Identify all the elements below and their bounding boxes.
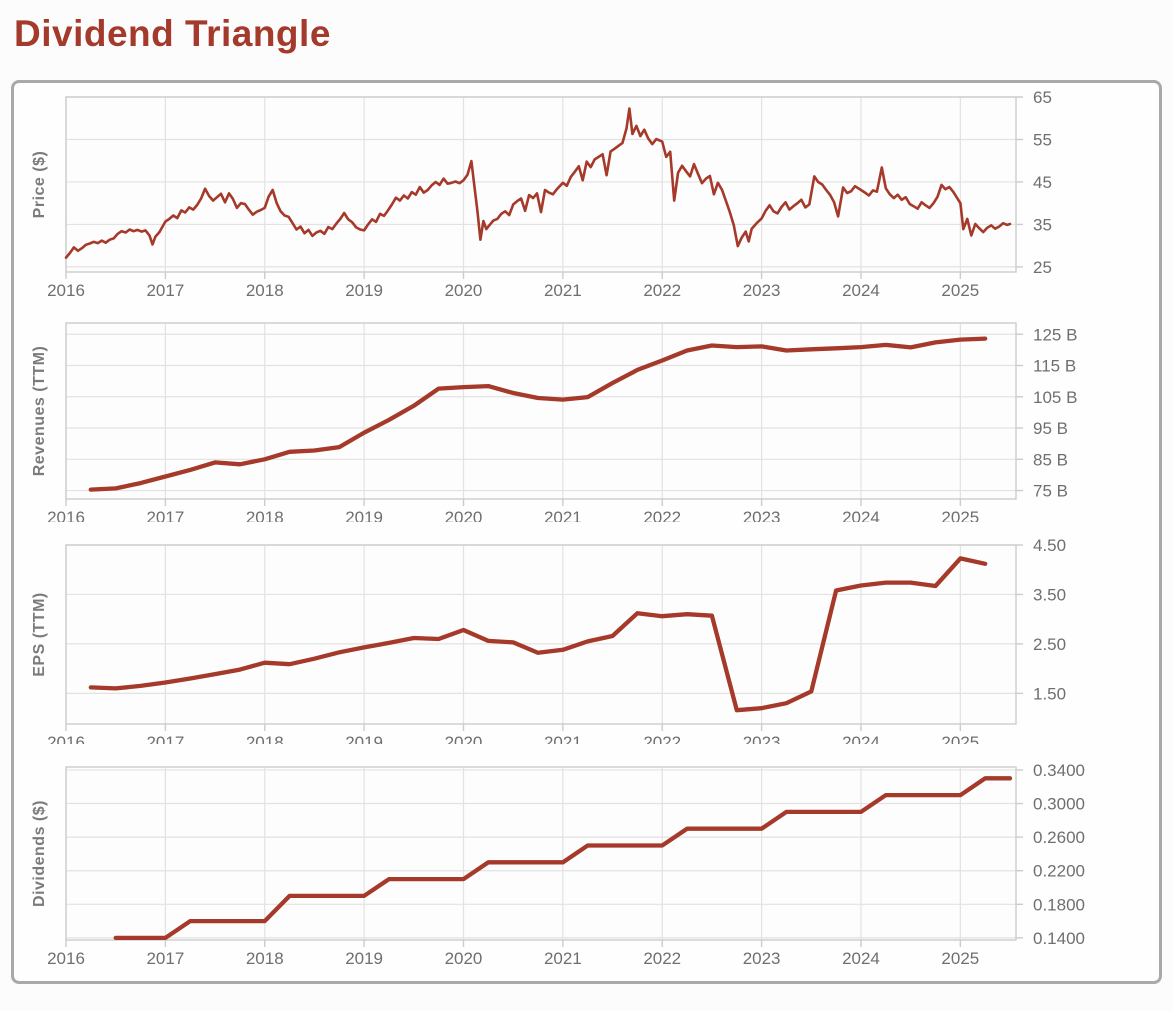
x-tick-label: 2023 — [743, 281, 781, 300]
dividends-chart: 2016 2017 2018 2019 2020 2021 2022 2023 2024 2025… — [31, 761, 1085, 968]
y-axis-title: Dividends ($) — [31, 800, 48, 907]
x-tick-label: 2021 — [544, 733, 582, 744]
y-tick-label: 115 B — [1033, 357, 1076, 376]
x-tick-label: 2016 — [47, 508, 85, 522]
y-axis-labels: 65 55 45 35 25 — [1033, 88, 1052, 277]
y-tick-label: 0.3000 — [1033, 795, 1085, 814]
plot-area — [66, 97, 1016, 272]
y-tick-label: 1.50 — [1033, 684, 1066, 703]
y-tick-label: 0.1400 — [1033, 929, 1085, 948]
x-tick-label: 2018 — [246, 281, 284, 300]
x-tick-label: 2022 — [643, 949, 681, 968]
y-tick-label: 85 B — [1033, 450, 1068, 469]
y-tick-label: 55 — [1033, 130, 1052, 149]
revenues-chart: 2016 2017 2018 2019 2020 2021 2022 2023 2024 2025… — [31, 322, 1077, 522]
y-tick-label: 0.2600 — [1033, 828, 1085, 847]
y-tick-label: 95 B — [1033, 419, 1068, 438]
x-tick-label: 2020 — [445, 508, 483, 522]
x-axis-labels: 2016 2017 2018 2019 2020 2021 2022 2023 2024 2025 — [47, 508, 979, 522]
eps-series-line — [88, 556, 988, 713]
y-tick-label: 125 B — [1033, 325, 1077, 344]
x-tick-label: 2016 — [47, 949, 85, 968]
x-tick-label: 2021 — [544, 508, 582, 522]
x-tick-label: 2024 — [842, 508, 880, 522]
x-tick-label: 2020 — [445, 949, 483, 968]
x-tick-label: 2017 — [146, 508, 184, 522]
price-series-line — [64, 107, 1012, 259]
x-tick-label: 2023 — [743, 733, 781, 744]
y-tick-label: 65 — [1033, 88, 1052, 107]
revenues-series-line — [88, 336, 988, 492]
y-axis-title: Revenues (TTM) — [31, 346, 48, 477]
y-tick-label: 0.2200 — [1033, 862, 1085, 881]
x-tick-label: 2024 — [842, 281, 880, 300]
plot-area — [66, 767, 1016, 940]
x-tick-label: 2022 — [643, 281, 681, 300]
x-tick-label: 2023 — [743, 508, 781, 522]
x-tick-label: 2017 — [146, 281, 184, 300]
gridlines — [65, 767, 1023, 947]
y-tick-label: 105 B — [1033, 388, 1077, 407]
y-tick-label: 35 — [1033, 215, 1052, 234]
x-tick-label: 2016 — [47, 281, 85, 300]
x-axis-labels: 2016 2017 2018 2019 2020 2021 2022 2023 2024 2025 — [47, 281, 979, 300]
x-axis-labels: 2016 2017 2018 2019 2020 2021 2022 2023 2024 2025 — [47, 733, 979, 744]
x-tick-label: 2018 — [246, 733, 284, 744]
x-tick-label: 2025 — [941, 281, 979, 300]
y-axis-labels: 0.3400 0.3000 0.2600 0.2200 0.1800 0.1400 — [1033, 761, 1085, 948]
y-tick-label: 0.3400 — [1033, 761, 1085, 780]
x-tick-label: 2019 — [345, 733, 383, 744]
y-tick-label: 25 — [1033, 258, 1052, 277]
x-tick-label: 2023 — [743, 949, 781, 968]
x-tick-label: 2018 — [246, 508, 284, 522]
y-tick-label: 2.50 — [1033, 635, 1066, 654]
x-tick-label: 2019 — [345, 281, 383, 300]
y-axis-title: EPS (TTM) — [31, 592, 48, 677]
x-tick-label: 2025 — [941, 733, 979, 744]
plot-area — [66, 323, 1016, 499]
x-tick-label: 2025 — [941, 949, 979, 968]
page-title: Dividend Triangle — [14, 13, 331, 54]
y-tick-label: 75 B — [1033, 482, 1068, 501]
y-tick-label: 4.50 — [1033, 536, 1066, 555]
plot-area — [66, 545, 1016, 724]
y-axis-labels: 4.50 3.50 2.50 1.50 — [1033, 536, 1066, 703]
price-chart: 2016 2017 2018 2019 2020 2021 2022 2023 2024 2025… — [31, 88, 1052, 300]
x-tick-label: 2020 — [445, 733, 483, 744]
y-tick-label: 45 — [1033, 173, 1052, 192]
y-tick-label: 0.1800 — [1033, 895, 1085, 914]
x-tick-label: 2016 — [47, 733, 85, 744]
x-tick-label: 2024 — [842, 949, 880, 968]
x-tick-label: 2017 — [146, 733, 184, 744]
x-tick-label: 2020 — [445, 281, 483, 300]
eps-chart: 2016 2017 2018 2019 2020 2021 2022 2023 2024 2025… — [31, 536, 1066, 744]
x-tick-label: 2022 — [643, 508, 681, 522]
x-tick-label: 2021 — [544, 949, 582, 968]
x-tick-label: 2021 — [544, 281, 582, 300]
x-tick-label: 2019 — [345, 508, 383, 522]
dividends-series-line — [113, 776, 1013, 941]
y-axis-title: Price ($) — [31, 151, 48, 219]
x-axis-labels: 2016 2017 2018 2019 2020 2021 2022 2023 2024 2025 — [47, 949, 979, 968]
x-tick-label: 2017 — [146, 949, 184, 968]
x-tick-label: 2019 — [345, 949, 383, 968]
y-tick-label: 3.50 — [1033, 585, 1066, 604]
x-tick-label: 2022 — [643, 733, 681, 744]
dividend-triangle-panel: 2016 2017 2018 2019 2020 2021 2022 2023 2024 2025… — [11, 80, 1162, 984]
x-tick-label: 2025 — [941, 508, 979, 522]
x-tick-label: 2018 — [246, 949, 284, 968]
x-tick-label: 2024 — [842, 733, 880, 744]
y-axis-labels: 125 B 115 B 105 B 95 B 85 B 75 B — [1033, 325, 1077, 500]
gridlines — [65, 323, 1023, 506]
